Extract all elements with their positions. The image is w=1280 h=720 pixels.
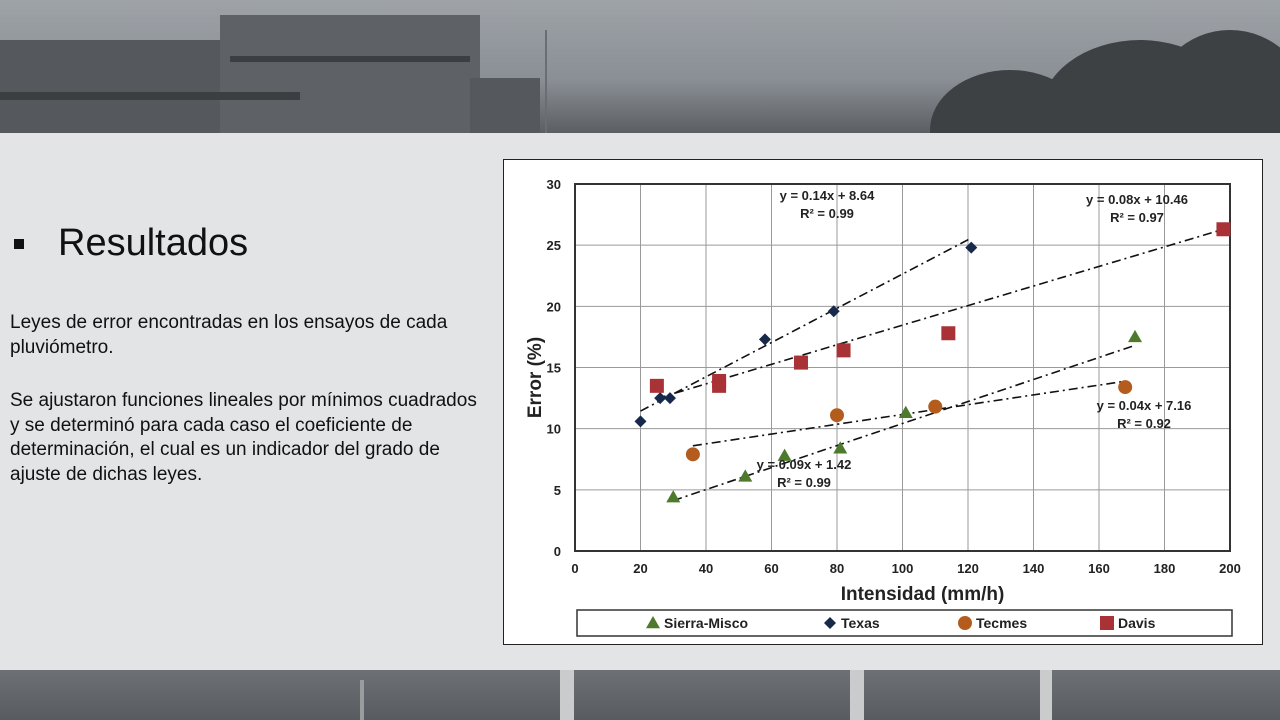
x-tick-label: 120 — [957, 561, 979, 576]
data-point-texas — [654, 392, 667, 405]
x-tick-label: 100 — [892, 561, 914, 576]
data-point-sierra-misco — [666, 490, 681, 503]
bullet-square-icon — [14, 238, 24, 249]
y-tick-label: 10 — [547, 422, 561, 437]
x-tick-label: 40 — [699, 561, 713, 576]
section-heading: Resultados — [14, 222, 248, 265]
data-point-tecmes — [830, 408, 844, 423]
data-point-tecmes — [685, 447, 700, 462]
paragraph-intro: Leyes de error encontradas en los ensayo… — [10, 312, 448, 358]
data-point-davis — [941, 326, 956, 341]
chart-container: 0 20 40 60 80 100 120 140 160 180 200 0 5 10 15 20 25 30 I… — [503, 159, 1263, 645]
data-point-texas — [634, 415, 647, 428]
x-tick-label: 160 — [1088, 561, 1110, 576]
x-tick-label: 180 — [1154, 561, 1176, 576]
trendline-r-squared: R² = 0.99 — [800, 206, 854, 221]
legend-marker-davis — [1100, 616, 1114, 630]
trendline-equation: y = 0.08x + 10.46 — [1086, 192, 1188, 207]
y-tick-label: 20 — [547, 299, 561, 314]
data-point-sierra-misco — [833, 441, 848, 454]
data-point-davis — [712, 378, 727, 393]
plot-frame — [574, 183, 1231, 552]
data-point-davis — [793, 355, 808, 370]
background-photo-bottom — [0, 670, 1280, 720]
legend-label: Davis — [1118, 615, 1156, 631]
x-tick-label: 20 — [633, 561, 647, 576]
legend-label: Sierra-Misco — [664, 615, 748, 631]
data-point-davis — [1216, 222, 1231, 237]
data-point-sierra-misco — [777, 448, 792, 461]
x-tick-label: 0 — [571, 561, 578, 576]
data-point-texas — [758, 333, 771, 346]
data-point-tecmes — [1118, 380, 1133, 395]
x-tick-label: 200 — [1219, 561, 1241, 576]
x-axis-label: Intensidad (mm/h) — [841, 584, 1005, 605]
legend-marker-tecmes — [958, 616, 972, 630]
trendline-tecmes — [692, 380, 1126, 447]
x-tick-label: 140 — [1023, 561, 1045, 576]
paragraph-method: Se ajustaron funciones lineales por míni… — [10, 390, 477, 485]
trendline-r-squared: R² = 0.99 — [777, 475, 831, 490]
data-point-texas — [827, 305, 840, 318]
background-photo-top — [0, 0, 1280, 133]
legend-label: Texas — [841, 615, 880, 631]
x-tick-label: 80 — [830, 561, 844, 576]
y-tick-label: 25 — [547, 238, 561, 253]
data-point-texas — [663, 392, 676, 405]
y-axis-label: Error (%) — [525, 337, 546, 418]
trendline-equation: y = 0.09x + 1.42 — [757, 457, 852, 472]
heading-text: Resultados — [58, 222, 249, 264]
data-point-sierra-misco — [898, 405, 913, 419]
legend-marker-texas — [824, 617, 836, 629]
legend-box — [576, 609, 1233, 637]
y-tick-label: 30 — [547, 177, 561, 192]
trendline-equation: y = 0.14x + 8.64 — [780, 188, 875, 203]
data-point-davis — [649, 378, 664, 393]
trendline-r-squared: R² = 0.97 — [1110, 210, 1164, 225]
data-point-davis — [836, 343, 851, 358]
legend-label: Tecmes — [976, 615, 1027, 631]
data-point-sierra-misco — [738, 469, 753, 482]
legend-marker-sierra-misco — [646, 616, 660, 629]
data-point-texas — [965, 241, 978, 254]
y-tick-label: 0 — [554, 544, 561, 559]
error-vs-intensity-chart: 0 20 40 60 80 100 120 140 160 180 200 0 5 10 15 20 25 30 I… — [525, 177, 1241, 637]
data-point-sierra-misco — [1128, 329, 1143, 343]
y-tick-label: 15 — [547, 361, 561, 376]
trendline-r-squared: R² = 0.92 — [1117, 416, 1171, 431]
trendline-equation: y = 0.04x + 7.16 — [1097, 398, 1192, 413]
y-tick-label: 5 — [554, 483, 561, 498]
data-point-tecmes — [928, 399, 943, 414]
x-tick-label: 60 — [764, 561, 778, 576]
trendline-texas — [640, 237, 972, 412]
trendline-sierra-misco — [672, 344, 1136, 502]
trendline-davis — [656, 228, 1224, 400]
